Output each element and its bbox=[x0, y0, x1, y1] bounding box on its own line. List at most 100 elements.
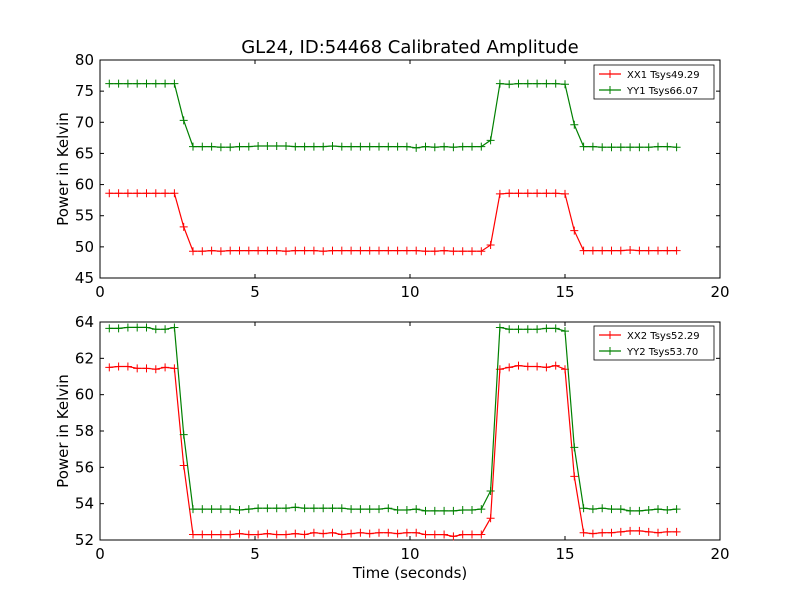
y-tick-label: 64 bbox=[75, 313, 94, 331]
data-point bbox=[244, 505, 253, 514]
data-point bbox=[347, 142, 356, 151]
data-point bbox=[486, 514, 495, 523]
data-point bbox=[161, 189, 170, 198]
data-point bbox=[495, 189, 504, 198]
data-point bbox=[598, 143, 607, 152]
series-1 bbox=[105, 361, 681, 541]
data-point bbox=[514, 79, 523, 88]
data-point bbox=[198, 530, 207, 539]
data-point bbox=[226, 246, 235, 255]
legend-label: XX2 Tsys52.29 bbox=[627, 331, 700, 342]
y-tick-label: 56 bbox=[75, 458, 94, 476]
data-point bbox=[468, 247, 476, 256]
data-point bbox=[412, 505, 421, 514]
data-point bbox=[235, 506, 244, 515]
data-point bbox=[551, 324, 560, 333]
data-point bbox=[495, 323, 504, 332]
data-point bbox=[356, 505, 365, 514]
data-point bbox=[216, 530, 225, 539]
data-point bbox=[347, 505, 356, 514]
legend-marker bbox=[606, 331, 614, 339]
data-point bbox=[654, 505, 662, 514]
data-point bbox=[616, 143, 625, 152]
data-point bbox=[300, 504, 309, 513]
data-point bbox=[542, 324, 551, 333]
data-point bbox=[551, 361, 560, 370]
data-point bbox=[635, 526, 644, 535]
data-point bbox=[486, 136, 495, 145]
data-point bbox=[412, 246, 421, 255]
y-tick-label: 80 bbox=[75, 51, 94, 69]
x-tick-label: 15 bbox=[555, 283, 574, 301]
data-point bbox=[626, 506, 635, 515]
y-tick-label: 62 bbox=[75, 349, 94, 367]
data-point bbox=[477, 247, 486, 256]
y-tick-label: 50 bbox=[75, 238, 94, 256]
y-tick-label: 60 bbox=[75, 386, 94, 404]
data-point bbox=[133, 189, 142, 198]
legend-marker bbox=[606, 70, 614, 78]
data-point bbox=[207, 142, 216, 151]
data-point bbox=[133, 79, 142, 88]
data-point bbox=[644, 143, 653, 152]
data-point bbox=[254, 246, 263, 255]
x-tick-label: 5 bbox=[250, 283, 260, 301]
data-point bbox=[579, 504, 588, 513]
data-point bbox=[337, 530, 346, 539]
x-tick-label: 10 bbox=[400, 283, 419, 301]
y-axis-label: Power in Kelvin bbox=[54, 112, 72, 226]
series-line bbox=[109, 326, 677, 512]
data-point bbox=[402, 246, 411, 255]
data-point bbox=[309, 142, 318, 151]
data-point bbox=[514, 325, 523, 334]
data-point bbox=[216, 505, 225, 514]
data-point bbox=[533, 362, 542, 371]
data-point bbox=[430, 530, 439, 539]
data-point bbox=[337, 246, 346, 255]
data-point bbox=[161, 79, 170, 88]
data-point bbox=[254, 530, 263, 539]
data-point bbox=[151, 189, 160, 198]
data-point bbox=[542, 79, 551, 88]
y-tick-label: 65 bbox=[75, 144, 94, 162]
data-point bbox=[486, 240, 495, 249]
data-point bbox=[421, 142, 430, 151]
data-point bbox=[421, 247, 430, 256]
data-point bbox=[133, 323, 142, 332]
data-point bbox=[449, 143, 458, 152]
data-point bbox=[291, 142, 300, 151]
data-point bbox=[216, 247, 225, 256]
data-point bbox=[282, 504, 290, 513]
data-point bbox=[319, 142, 328, 151]
data-point bbox=[114, 79, 123, 88]
data-point bbox=[505, 80, 514, 89]
x-tick-label: 0 bbox=[95, 283, 105, 301]
data-point bbox=[393, 142, 402, 151]
data-point bbox=[105, 189, 114, 198]
data-point bbox=[449, 506, 458, 515]
data-point bbox=[198, 505, 207, 514]
data-point bbox=[588, 142, 597, 151]
data-point bbox=[458, 142, 467, 151]
data-point bbox=[235, 142, 244, 151]
data-point bbox=[179, 461, 188, 470]
data-point bbox=[254, 504, 263, 513]
data-point bbox=[179, 222, 188, 231]
data-point bbox=[114, 324, 123, 333]
data-point bbox=[291, 529, 300, 538]
data-point bbox=[672, 143, 681, 152]
data-point bbox=[142, 79, 151, 88]
y-tick-label: 54 bbox=[75, 495, 94, 513]
data-point bbox=[198, 247, 207, 256]
data-point bbox=[272, 141, 281, 150]
data-point bbox=[458, 506, 467, 515]
data-point bbox=[189, 505, 197, 514]
data-point bbox=[272, 246, 281, 255]
data-point bbox=[561, 80, 569, 89]
data-point bbox=[216, 143, 225, 152]
data-point bbox=[458, 530, 467, 539]
data-point bbox=[393, 529, 402, 538]
data-point bbox=[207, 246, 216, 255]
data-point bbox=[663, 506, 672, 515]
data-point bbox=[207, 505, 216, 514]
